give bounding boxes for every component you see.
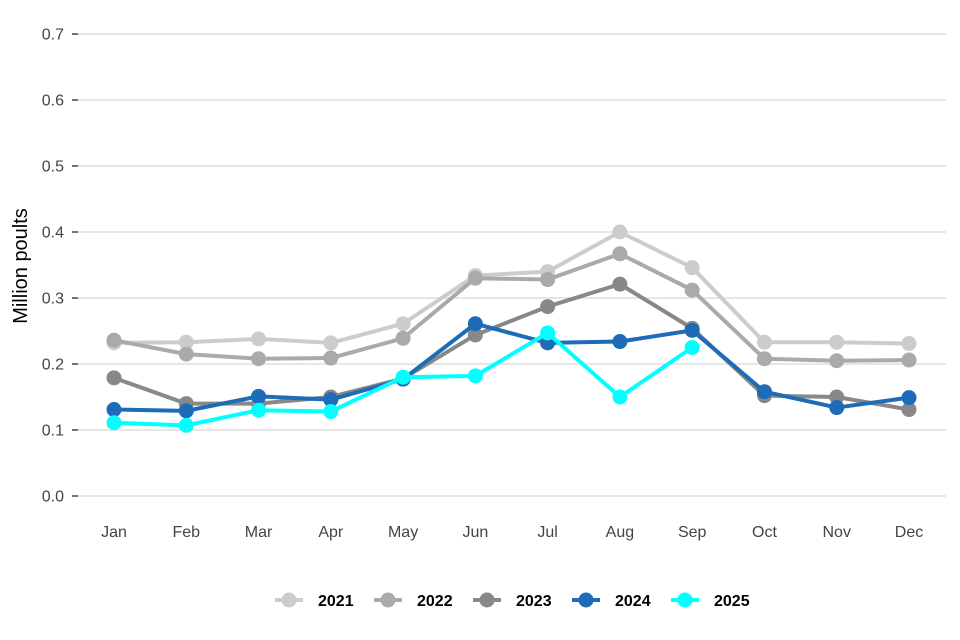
legend-item-2025: 2025 — [671, 592, 750, 610]
point-2022-dec — [901, 352, 917, 368]
point-2021-nov — [829, 334, 845, 350]
y-tick-label-3: 0.3 — [42, 291, 64, 308]
series-2024 — [106, 316, 917, 419]
point-2024-sep — [684, 322, 700, 338]
point-2024-mar — [251, 388, 267, 404]
point-2025-sep — [684, 340, 700, 355]
x-tick-label-mar: Mar — [245, 524, 273, 541]
point-2022-jan — [106, 332, 122, 348]
point-2022-mar — [251, 351, 267, 367]
point-2024-dec — [901, 390, 917, 406]
point-2024-aug — [612, 334, 628, 350]
series-line-2023 — [112, 282, 911, 412]
point-2024-apr — [323, 392, 339, 408]
point-2021-oct — [756, 334, 772, 350]
legend-label: 2022 — [417, 593, 453, 610]
legend: 2021 2022 2023 2024 2025 — [275, 592, 750, 610]
point-2025-apr — [323, 404, 339, 420]
legend-item-2021: 2021 — [275, 592, 354, 610]
x-tick-label-jan: Jan — [101, 524, 127, 541]
legend-label: 2025 — [714, 593, 750, 610]
point-2022-jul — [540, 272, 556, 288]
point-2022-nov — [829, 353, 845, 369]
point-2025-jul — [540, 325, 556, 341]
y-tick-label-2: 0.2 — [42, 357, 64, 374]
y-tick-label-7: 0.7 — [42, 27, 64, 44]
point-2021-mar — [251, 331, 267, 347]
gridlines — [78, 33, 946, 497]
legend-label: 2024 — [615, 593, 651, 610]
point-2022-sep — [684, 282, 700, 298]
y-tick-label-0: 0.0 — [42, 489, 64, 506]
point-2021-apr — [323, 335, 339, 351]
legend-swatch-point — [380, 592, 396, 608]
point-2021-dec — [901, 336, 917, 352]
legend-item-2024: 2024 — [572, 592, 651, 610]
point-2025-feb — [178, 417, 194, 433]
point-2025-aug — [612, 389, 628, 405]
series-line-2021 — [112, 230, 911, 346]
x-tick-label-dec: Dec — [895, 524, 923, 541]
point-2023-aug — [612, 276, 628, 292]
x-tick-label-oct: Oct — [752, 524, 777, 541]
point-2025-may — [395, 369, 411, 385]
legend-swatch-point — [677, 592, 693, 608]
point-2021-may — [395, 316, 411, 332]
legend-swatch-point — [281, 592, 297, 608]
point-2022-apr — [323, 350, 339, 366]
point-2023-nov — [829, 389, 845, 405]
x-axis: Jan Feb Mar Apr May Jun Jul Aug Sep Oct Nov Dec — [101, 524, 923, 541]
y-tick-label-1: 0.1 — [42, 423, 64, 440]
point-2024-jan — [106, 402, 122, 418]
legend-label: 2023 — [516, 593, 552, 610]
point-2025-mar — [251, 402, 267, 418]
legend-item-2023: 2023 — [473, 592, 552, 610]
point-2023-dec — [901, 402, 917, 418]
series-line-2024 — [112, 321, 911, 413]
x-tick-label-sep: Sep — [678, 524, 707, 541]
point-2021-sep — [684, 260, 700, 276]
point-2022-aug — [612, 246, 628, 262]
series-line-2022 — [112, 251, 911, 363]
point-2024-nov — [829, 400, 845, 416]
series-2022 — [106, 246, 917, 369]
point-2023-jun — [467, 327, 483, 343]
x-tick-label-apr: Apr — [318, 524, 344, 541]
legend-label: 2021 — [318, 593, 354, 610]
point-2023-jan — [106, 370, 122, 386]
point-2025-jun — [467, 368, 483, 384]
point-2023-jul — [540, 299, 556, 315]
y-tick-label-5: 0.5 — [42, 159, 64, 176]
point-2021-feb — [178, 334, 194, 350]
x-tick-label-may: May — [388, 524, 418, 541]
series-group — [106, 224, 917, 433]
point-2022-may — [395, 330, 411, 346]
legend-item-2022: 2022 — [374, 592, 453, 610]
x-tick-label-jun: Jun — [462, 524, 488, 541]
x-tick-label-aug: Aug — [606, 524, 634, 541]
point-2024-feb — [178, 403, 194, 419]
x-tick-label-nov: Nov — [823, 524, 851, 541]
y-tick-label-4: 0.4 — [42, 225, 64, 242]
point-2022-feb — [178, 346, 194, 362]
x-tick-label-jul: Jul — [537, 524, 557, 541]
point-2022-oct — [756, 351, 772, 367]
y-axis-title: Million poults — [10, 208, 32, 324]
x-tick-label-feb: Feb — [172, 524, 200, 541]
point-2022-jun — [467, 270, 483, 286]
point-2021-aug — [612, 224, 628, 240]
y-axis: 0.0 0.1 0.2 0.3 0.4 0.5 0.6 0.7 — [42, 27, 78, 506]
series-2025 — [106, 325, 700, 433]
legend-swatch-point — [479, 592, 495, 608]
point-2024-jun — [467, 316, 483, 332]
y-tick-label-6: 0.6 — [42, 93, 64, 110]
point-2024-oct — [756, 384, 772, 400]
legend-swatch-point — [578, 592, 594, 608]
point-2025-jan — [106, 415, 122, 431]
